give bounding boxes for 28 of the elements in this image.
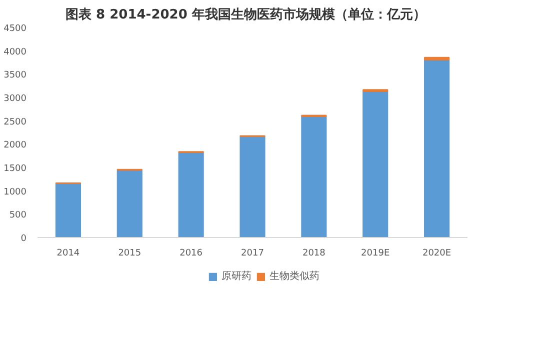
x-tick-label: 2014 — [56, 248, 80, 258]
y-tick-label: 4500 — [4, 24, 27, 34]
chart-title: 图表 8 2014-2020 年我国生物医药市场规模（单位：亿元） — [66, 6, 426, 22]
y-tick-label: 2000 — [4, 140, 27, 151]
bar — [424, 56, 450, 60]
bar — [424, 59, 450, 238]
x-tick-label: 2016 — [180, 248, 203, 258]
bar — [178, 152, 204, 238]
legend-label: 原研药 — [222, 270, 252, 283]
y-tick-label: 1000 — [4, 187, 27, 198]
y-tick-label: 2500 — [4, 117, 27, 128]
x-tick-label: 2018 — [302, 248, 326, 258]
x-tick-label: 2020E — [422, 248, 452, 258]
bar — [301, 116, 327, 238]
bar — [362, 90, 388, 238]
bar — [240, 136, 266, 238]
y-tick-label: 1500 — [4, 164, 27, 174]
bar — [116, 169, 142, 238]
y-tick-label: 500 — [9, 210, 27, 221]
legend-label: 生物类似药 — [270, 270, 320, 283]
x-tick-label: 2017 — [241, 248, 264, 258]
y-tick-label: 4000 — [4, 47, 27, 58]
bar — [55, 182, 81, 238]
x-tick-label: 2019E — [361, 248, 390, 258]
x-tick-label: 2015 — [118, 248, 142, 258]
y-tick-label: 0 — [20, 234, 27, 244]
y-tick-label: 3000 — [4, 94, 27, 104]
y-tick-label: 3500 — [4, 70, 27, 81]
